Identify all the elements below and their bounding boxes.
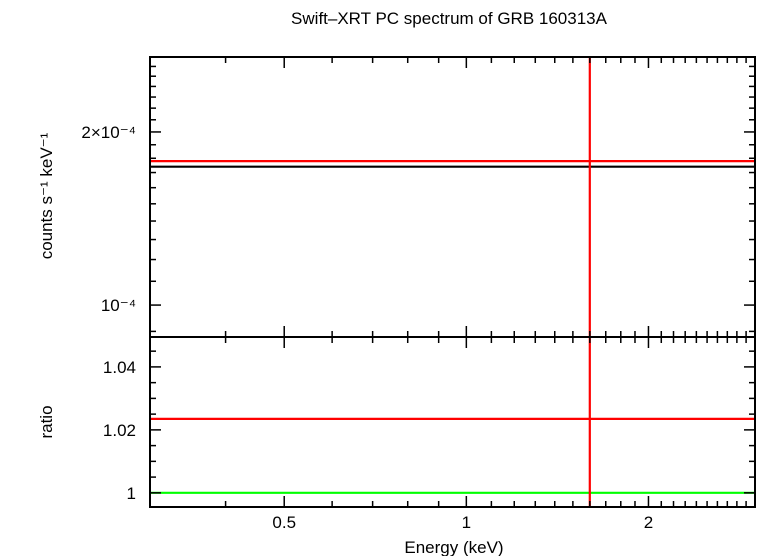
- x-tick-label: 0.5: [272, 513, 296, 532]
- spectrum-y-tick-label: 10⁻⁴: [101, 296, 136, 315]
- ratio-panel: 1 1.02 1.04: [103, 336, 756, 508]
- x-tick-label: 2: [644, 513, 653, 532]
- ratio-y-tick-label: 1: [127, 484, 136, 503]
- spectrum-panel: 10⁻⁴ 2×10⁻⁴: [81, 56, 756, 338]
- x-tick-label: 1: [462, 513, 471, 532]
- top-panel-y-axis-label: counts s⁻¹ keV⁻¹: [37, 132, 56, 259]
- ratio-y-tick-label: 1.02: [103, 421, 136, 440]
- spectrum-y-tick-label: 2×10⁻⁴: [81, 123, 136, 142]
- chart-title: Swift–XRT PC spectrum of GRB 160313A: [291, 9, 608, 28]
- x-axis-label: Energy (keV): [404, 538, 503, 556]
- ratio-y-tick-label: 1.04: [103, 358, 136, 377]
- bottom-panel-y-axis-label: ratio: [37, 405, 56, 438]
- spectrum-frame: [149, 56, 756, 338]
- ratio-frame: [149, 336, 756, 508]
